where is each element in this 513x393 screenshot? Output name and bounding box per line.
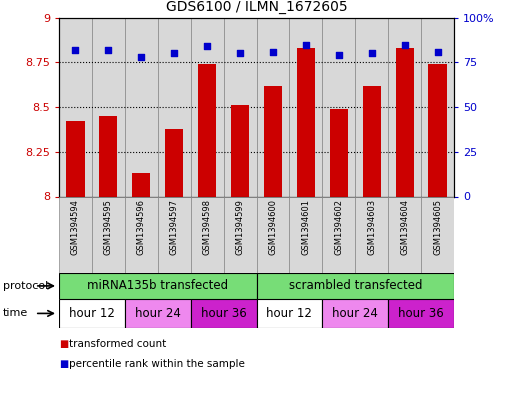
Bar — [224, 196, 256, 273]
Text: GSM1394596: GSM1394596 — [137, 199, 146, 255]
Point — [368, 50, 376, 57]
Text: GSM1394605: GSM1394605 — [433, 199, 442, 255]
Text: GSM1394595: GSM1394595 — [104, 199, 113, 255]
Text: GSM1394599: GSM1394599 — [235, 199, 245, 255]
Bar — [92, 196, 125, 273]
Text: GSM1394600: GSM1394600 — [268, 199, 278, 255]
Text: miRNA135b transfected: miRNA135b transfected — [87, 279, 228, 292]
Text: hour 12: hour 12 — [69, 307, 115, 320]
Text: hour 24: hour 24 — [135, 307, 181, 320]
Bar — [125, 196, 158, 273]
Bar — [388, 196, 421, 273]
Bar — [256, 299, 322, 328]
Text: transformed count: transformed count — [69, 339, 167, 349]
Point — [104, 47, 112, 53]
Bar — [421, 18, 454, 196]
Bar — [198, 64, 216, 196]
Bar — [92, 18, 125, 196]
Text: hour 12: hour 12 — [266, 307, 312, 320]
Bar — [191, 18, 224, 196]
Bar — [125, 299, 191, 328]
Bar — [191, 299, 256, 328]
Bar — [256, 18, 289, 196]
Bar — [66, 121, 85, 196]
Bar — [355, 18, 388, 196]
Point — [269, 48, 277, 55]
Bar — [224, 18, 256, 196]
Bar — [322, 18, 355, 196]
Bar — [59, 299, 125, 328]
Point — [401, 41, 409, 48]
Bar — [289, 18, 322, 196]
Bar — [165, 129, 183, 196]
Bar — [132, 173, 150, 196]
Title: GDS6100 / ILMN_1672605: GDS6100 / ILMN_1672605 — [166, 0, 347, 14]
Text: GSM1394603: GSM1394603 — [367, 199, 376, 255]
Point — [170, 50, 179, 57]
Bar — [59, 196, 92, 273]
Text: time: time — [3, 309, 28, 318]
Text: GSM1394594: GSM1394594 — [71, 199, 80, 255]
Bar — [428, 64, 447, 196]
Text: protocol: protocol — [3, 281, 48, 291]
Bar — [256, 273, 454, 299]
Text: scrambled transfected: scrambled transfected — [288, 279, 422, 292]
Point — [302, 41, 310, 48]
Bar — [388, 299, 454, 328]
Text: GSM1394602: GSM1394602 — [334, 199, 343, 255]
Bar — [59, 273, 256, 299]
Text: GSM1394604: GSM1394604 — [400, 199, 409, 255]
Point — [433, 48, 442, 55]
Text: ■: ■ — [59, 358, 68, 369]
Text: hour 36: hour 36 — [201, 307, 246, 320]
Bar — [363, 86, 381, 196]
Point — [236, 50, 244, 57]
Bar — [191, 196, 224, 273]
Bar — [388, 18, 421, 196]
Text: GSM1394601: GSM1394601 — [301, 199, 310, 255]
Bar — [322, 196, 355, 273]
Bar — [59, 18, 92, 196]
Bar — [330, 109, 348, 196]
Bar — [157, 18, 191, 196]
Point — [334, 52, 343, 59]
Bar — [256, 196, 289, 273]
Bar — [396, 48, 413, 196]
Bar — [100, 116, 117, 196]
Text: percentile rank within the sample: percentile rank within the sample — [69, 358, 245, 369]
Text: hour 24: hour 24 — [332, 307, 378, 320]
Bar — [264, 86, 282, 196]
Text: GSM1394597: GSM1394597 — [170, 199, 179, 255]
Text: hour 36: hour 36 — [398, 307, 444, 320]
Bar — [289, 196, 322, 273]
Point — [203, 43, 211, 50]
Text: GSM1394598: GSM1394598 — [203, 199, 212, 255]
Bar — [125, 18, 157, 196]
Bar — [322, 299, 388, 328]
Bar — [231, 105, 249, 196]
Point — [71, 47, 80, 53]
Bar — [158, 196, 191, 273]
Text: ■: ■ — [59, 339, 68, 349]
Bar — [421, 196, 454, 273]
Point — [137, 54, 145, 60]
Bar — [297, 48, 315, 196]
Bar — [355, 196, 388, 273]
